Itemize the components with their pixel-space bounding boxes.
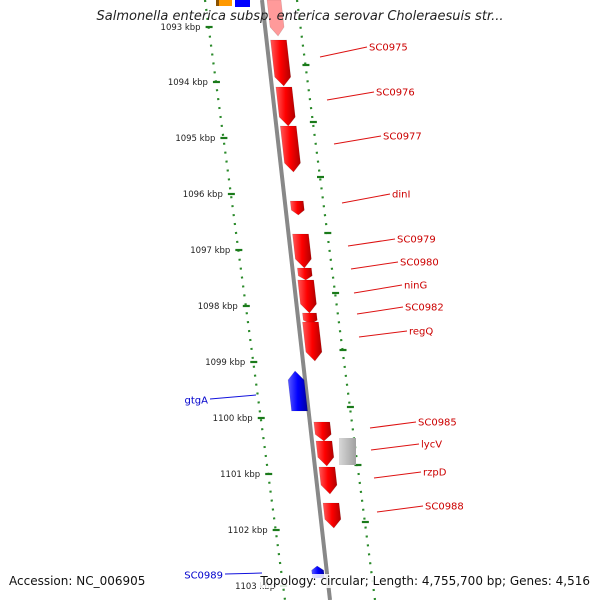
- gene-label[interactable]: SC0976: [376, 88, 415, 99]
- accession-text: Accession: NC_006905: [9, 574, 146, 588]
- label-leaders: [209, 46, 424, 575]
- gene-label[interactable]: rzpD: [423, 468, 447, 479]
- map-title: Salmonella enterica subsp. enterica sero…: [96, 9, 504, 24]
- label-leader-line: [341, 193, 391, 204]
- genome-backbone: [260, 0, 332, 600]
- pseudogene-feature[interactable]: [339, 438, 356, 465]
- reverse-gene-arrow[interactable]: [235, 0, 250, 7]
- gene-label[interactable]: lycV: [421, 440, 442, 451]
- kbp-tick-labels: 1093 kbp 1094 kbp 1095 kbp 1096 kbp 1097 kbp…: [161, 23, 276, 592]
- label-leader-line: [353, 284, 403, 294]
- gene-label[interactable]: gtgA: [185, 396, 209, 407]
- kbp-tick-label: 1098 kbp: [198, 302, 238, 312]
- forward-gene-arrow[interactable]: [266, 0, 285, 37]
- kbp-tick-label: 1099 kbp: [205, 358, 245, 368]
- kbp-tick-label: 1101 kbp: [220, 470, 260, 480]
- label-leader-line: [333, 135, 382, 145]
- gene-features[interactable]: [216, 0, 356, 579]
- label-leader-line: [326, 91, 375, 101]
- reverse-gene-arrow[interactable]: [287, 370, 308, 412]
- other-feature[interactable]: [216, 0, 232, 6]
- left-dotted-track: [203, 0, 287, 600]
- forward-gene-arrow[interactable]: [270, 39, 292, 87]
- kbp-tick-label: 1095 kbp: [175, 134, 215, 144]
- gene-label[interactable]: SC0985: [418, 418, 457, 429]
- right-dotted-track: [295, 0, 377, 600]
- gene-label[interactable]: SC0988: [425, 502, 464, 513]
- label-leader-line: [319, 46, 368, 58]
- forward-gene-arrow[interactable]: [302, 321, 323, 362]
- gene-label[interactable]: ninG: [404, 281, 427, 292]
- label-leader-line: [358, 330, 408, 338]
- kbp-tick-label: 1096 kbp: [183, 190, 223, 200]
- gene-label[interactable]: SC0980: [400, 258, 439, 269]
- gene-label[interactable]: dinI: [392, 190, 410, 201]
- label-leader-line: [209, 394, 257, 400]
- forward-gene-arrow[interactable]: [315, 440, 335, 467]
- forward-gene-arrow[interactable]: [297, 267, 313, 281]
- kbp-tick-label: 1094 kbp: [168, 78, 208, 88]
- label-leader-line: [370, 443, 420, 451]
- label-leader-line: [350, 261, 399, 270]
- gene-labels[interactable]: SC0975 SC0976 SC0977 dinI SC0979 SC0980 ninG SC…: [184, 43, 464, 582]
- kbp-tick-label: 1102 kbp: [228, 526, 268, 536]
- gene-label[interactable]: SC0975: [369, 43, 408, 54]
- label-leader-line: [376, 505, 424, 513]
- other-feature-edge: [216, 0, 219, 6]
- forward-gene-arrow[interactable]: [279, 125, 301, 173]
- gene-label[interactable]: SC0977: [383, 132, 422, 143]
- label-leader-line: [356, 306, 404, 315]
- label-leader-line: [347, 238, 396, 247]
- genome-summary-text: Topology: circular; Length: 4,755,700 bp…: [260, 574, 590, 588]
- label-leader-line: [369, 421, 417, 429]
- forward-gene-arrow[interactable]: [313, 421, 332, 442]
- kbp-tick-label: 1100 kbp: [213, 414, 253, 424]
- forward-gene-arrow[interactable]: [322, 502, 342, 529]
- forward-gene-arrow[interactable]: [318, 466, 338, 495]
- forward-gene-arrow[interactable]: [275, 86, 296, 127]
- gene-label[interactable]: regQ: [409, 327, 433, 338]
- kbp-tick-label: 1103 kbp: [235, 582, 275, 592]
- gene-label[interactable]: SC0989: [184, 571, 223, 582]
- kbp-tick-label: 1097 kbp: [190, 246, 230, 256]
- label-leader-line: [224, 572, 263, 575]
- kbp-tick-label: 1093 kbp: [161, 23, 201, 33]
- forward-gene-arrow[interactable]: [297, 279, 317, 314]
- forward-gene-arrow[interactable]: [289, 200, 305, 216]
- forward-gene-arrow[interactable]: [292, 233, 312, 269]
- gene-label[interactable]: SC0982: [405, 303, 444, 314]
- gene-label[interactable]: SC0979: [397, 235, 436, 246]
- label-leader-line: [373, 471, 422, 479]
